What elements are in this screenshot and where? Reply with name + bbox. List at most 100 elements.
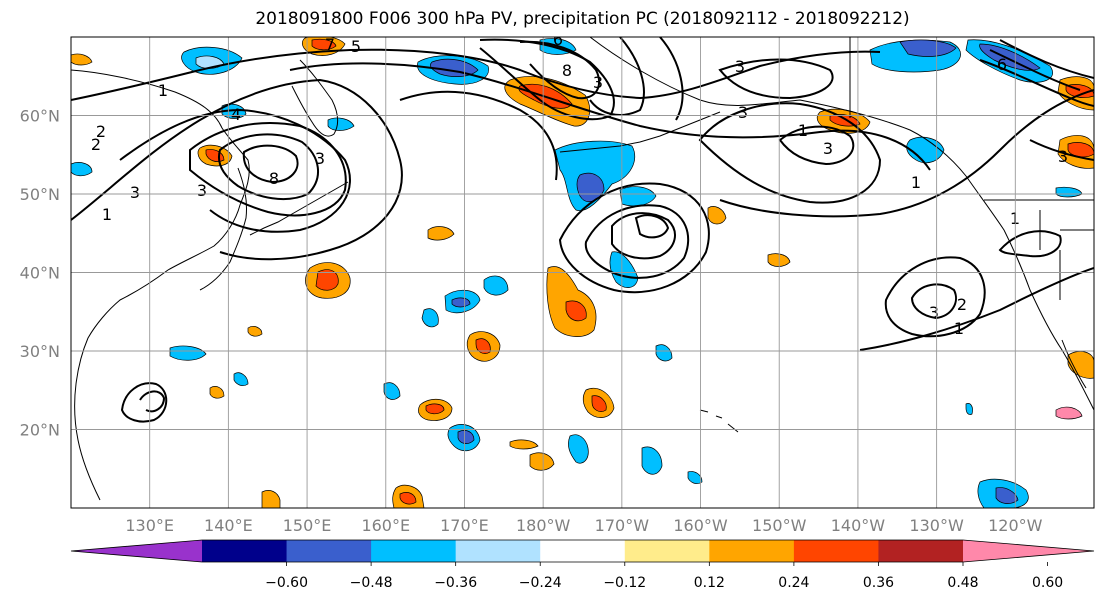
coastlines — [71, 37, 1094, 501]
precip-negative-region — [687, 471, 703, 484]
longitude-label: 160°E — [361, 516, 410, 535]
pv-contour — [189, 122, 347, 217]
latitude-label: 60°N — [20, 107, 60, 126]
precip-positive-region — [71, 53, 93, 66]
alaska-coastline — [589, 37, 1094, 411]
contour-label: 2 — [91, 135, 101, 154]
map-panel: 1 2 3 3 3 4 5 6 7 8 3 1 3 1 2 3 3 1 1 2 — [70, 30, 1095, 509]
baja-coastline — [1061, 339, 1087, 389]
contour-label: 3 — [130, 183, 140, 202]
longitude-label: 140°E — [204, 516, 253, 535]
precip-positive-region — [209, 386, 225, 399]
longitude-label: 140°W — [831, 516, 886, 535]
precip-positive-core — [475, 338, 491, 354]
longitude-labels: 130°E 140°E 150°E 160°E 170°E 180°W 170°W 160°W… — [125, 516, 1042, 535]
pv-contour — [519, 40, 601, 100]
pv-contour — [399, 90, 558, 181]
pv-contour — [120, 382, 168, 423]
contour-label: 4 — [231, 105, 241, 124]
colorbar-tick-label: −0.12 — [603, 575, 646, 591]
map-frame — [70, 36, 1095, 509]
precip-positive-core — [311, 38, 337, 51]
pv-contour — [999, 39, 1094, 79]
colorbar-segment — [793, 540, 879, 562]
precip-positive-region — [529, 452, 555, 471]
pv-contour — [611, 212, 676, 260]
pv-contour — [698, 102, 882, 204]
pv-contour — [289, 62, 931, 171]
precip-positive-core — [565, 300, 587, 322]
contour-label: 3 — [593, 73, 603, 92]
colorbar-segment — [455, 540, 541, 562]
pv-contour — [71, 48, 881, 101]
precip-negative-region — [327, 117, 355, 131]
north-america-borders — [849, 37, 1094, 300]
pv-contour — [989, 49, 1081, 91]
precip-positive-core — [315, 269, 339, 291]
precip-negative-core — [451, 297, 471, 308]
latitude-label: 50°N — [20, 185, 60, 204]
contour-label: 3 — [735, 57, 745, 76]
colorbar-tick-label: 0.24 — [778, 575, 809, 591]
contour-label: 3 — [315, 149, 325, 168]
pv-contour — [71, 78, 403, 261]
precip-negative-region — [965, 403, 973, 415]
colorbar-tick-label: 0.36 — [863, 575, 894, 591]
longitude-label: 170°E — [440, 516, 489, 535]
contour-label: 1 — [911, 173, 921, 192]
pv-contour — [859, 267, 1094, 351]
pv-contour — [479, 38, 615, 121]
colorbar-tick-label: 0.60 — [1032, 575, 1063, 591]
contour-label: 7 — [325, 35, 335, 54]
gridlines — [71, 37, 1094, 508]
precip-positive-core — [591, 395, 607, 412]
longitude-label: 180°W — [516, 516, 571, 535]
hawaii-islands — [699, 409, 739, 433]
precip-positive-region — [707, 206, 727, 225]
colorbar-extend-min — [71, 540, 202, 562]
precip-positive-core — [399, 492, 417, 505]
precip-negative-region — [233, 372, 249, 386]
precip-negative-region — [421, 308, 439, 328]
pv-contour — [778, 125, 855, 166]
colorbar-tick-label: −0.24 — [519, 575, 562, 591]
contour-label: 1 — [798, 121, 808, 140]
longitude-label: 170°W — [595, 516, 650, 535]
precip-positive-region — [261, 490, 281, 508]
contour-label: 6 — [553, 30, 563, 49]
longitude-label: 130°E — [125, 516, 174, 535]
kamchatka-coastline — [291, 59, 339, 137]
contour-label: 8 — [562, 61, 572, 80]
precip-negative-region — [483, 275, 509, 296]
precip-negative-region — [655, 344, 673, 362]
latitude-label: 20°N — [20, 421, 60, 440]
latitude-labels: 60°N 50°N 40°N 30°N 20°N — [20, 107, 60, 440]
contour-label: 3 — [738, 103, 748, 122]
longitude-label: 150°E — [283, 516, 332, 535]
pv-contour — [584, 204, 689, 279]
contour-label: 1 — [102, 205, 112, 224]
pv-contour — [119, 108, 351, 233]
precip-positive-region — [1055, 406, 1083, 420]
pv-contour — [884, 256, 986, 338]
colorbar-segment — [878, 540, 964, 562]
japan-coastline — [199, 167, 247, 291]
colorbar-outline — [70, 539, 1095, 563]
pv-contour — [558, 182, 710, 294]
precip-positive-region — [427, 226, 455, 241]
contour-label: 3 — [929, 303, 939, 322]
contour-label: 2 — [957, 295, 967, 314]
colorbar-tick-label: −0.36 — [434, 575, 477, 591]
colorbar-segment — [202, 540, 288, 562]
latitude-label: 40°N — [20, 264, 60, 283]
pv-contour — [910, 283, 957, 320]
contour-label: 1 — [158, 81, 168, 100]
colorbar: −0.60 −0.48 −0.36 −0.24 −0.12 0.12 0.24 0.36 0.4… — [70, 539, 1095, 591]
kuril-islands — [249, 181, 349, 236]
precip-negative-region — [71, 162, 93, 177]
latitude-label: 30°N — [20, 342, 60, 361]
contour-label: 2 — [96, 122, 106, 141]
colorbar-segment — [286, 540, 372, 562]
colorbar-tick-label: 0.12 — [694, 575, 725, 591]
